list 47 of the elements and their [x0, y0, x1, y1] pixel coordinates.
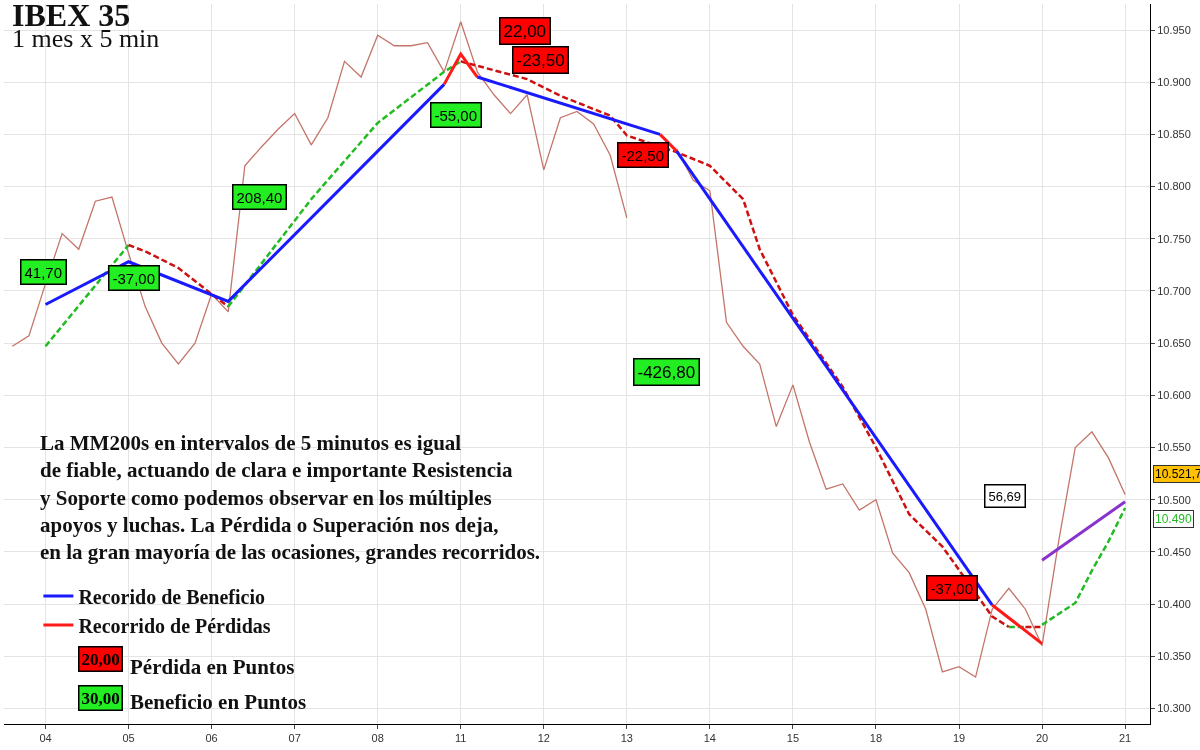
y-tick-label: 10.500	[1157, 493, 1191, 506]
legend-label: Recorido de Beneficio	[78, 585, 266, 608]
annotation: 208,40	[236, 188, 283, 206]
line-series	[1040, 506, 1127, 627]
annotation: Beneficio en Puntos	[130, 690, 307, 714]
annotation: 41,70	[24, 263, 63, 281]
y-tick-label: 10.750	[1157, 232, 1191, 245]
x-tick-label: 04	[39, 732, 52, 745]
annotation: -23,50	[516, 50, 565, 70]
annotation: -55,00	[434, 106, 478, 124]
annotation: Pérdida en Puntos	[130, 655, 295, 679]
y-tick-label: 10.600	[1157, 389, 1191, 402]
annotation: 22,00	[503, 21, 547, 41]
x-tick-label: 05	[122, 732, 135, 745]
annotation: -22,50	[621, 146, 665, 164]
y-tick-label: 10.300	[1157, 702, 1191, 715]
annotation: -37,00	[930, 579, 974, 597]
x-tick-label: 06	[205, 732, 218, 745]
x-tick-label: 13	[620, 732, 633, 745]
x-tick-label: 07	[288, 732, 301, 745]
x-tick-label: 20	[1035, 732, 1049, 745]
y-tick-label: 10.700	[1157, 284, 1191, 297]
x-tick-label: 14	[703, 732, 716, 745]
annotation: 20,00	[81, 649, 120, 669]
y-tick-label: 10.400	[1157, 597, 1191, 610]
x-tick-label: 12	[537, 732, 550, 745]
y-tick-label: 10.800	[1157, 180, 1191, 193]
y-tick-label: 10.950	[1157, 23, 1191, 36]
y-tick-label: 10.850	[1157, 128, 1191, 141]
annotation: -37,00	[112, 269, 156, 287]
y-tick-label: 10.650	[1157, 336, 1191, 349]
x-tick-label: 08	[371, 732, 384, 745]
y-tick-label: 10.550	[1157, 441, 1191, 454]
annotation: -426,80	[637, 362, 696, 382]
text: 10.490	[1155, 512, 1193, 526]
x-tick-label: 11	[455, 732, 467, 745]
legend-label: Recorrido de Pérdidas	[78, 614, 271, 637]
y-tick-label: 10.900	[1157, 76, 1191, 89]
x-tick-label: 21	[1118, 732, 1132, 745]
annotation: La MM200s en intervalos de 5 minutos es igual de fiable, actuando de clara e importante Resistencia y Soporte como podemos observar en los múltiples apoyos y luchas. La Pérdida o Superación nos deja, en la gran mayoría de las ocasiones, grandes recorridos.	[40, 431, 541, 565]
y-tick-label: 10.450	[1157, 545, 1191, 558]
x-tick-label: 19	[952, 732, 966, 745]
annotation: 30,00	[81, 688, 120, 708]
x-tick-label: 18	[869, 732, 883, 745]
x-tick-label: 15	[786, 732, 800, 745]
annotation: 56,69	[988, 488, 1022, 504]
y-tick-label: 10.350	[1157, 650, 1191, 663]
